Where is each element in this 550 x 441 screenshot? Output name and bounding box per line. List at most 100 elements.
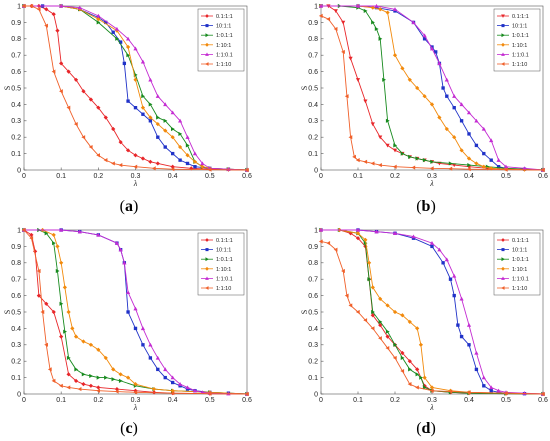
data-point <box>348 231 353 236</box>
data-point <box>148 159 153 164</box>
series-1:1:10 <box>21 227 249 397</box>
data-point <box>400 313 405 318</box>
data-point <box>459 119 464 123</box>
legend: 0.1:1:1 10:1:1 1:0.1:1 1:10:1 1:1:0.1 1:1:10 <box>197 232 245 296</box>
data-point <box>466 156 472 161</box>
data-point <box>474 350 479 355</box>
data-point <box>352 154 356 159</box>
data-point <box>378 36 383 41</box>
legend-marker <box>501 33 505 38</box>
data-point <box>148 356 153 360</box>
data-point <box>125 375 131 380</box>
data-point <box>370 326 375 331</box>
data-point <box>52 241 56 246</box>
y-tick-label: 0 <box>314 167 318 174</box>
legend-entry: 1:10:1 <box>512 43 527 49</box>
legend-entry: 1:10:1 <box>216 43 231 49</box>
series-1:1:0.1 <box>318 3 546 172</box>
data-point <box>73 77 79 82</box>
y-tick-label: 0.4 <box>11 326 21 333</box>
data-point <box>363 237 368 242</box>
data-point <box>429 46 435 51</box>
data-point <box>66 355 71 361</box>
data-point <box>415 326 420 331</box>
y-tick-label: 1 <box>17 227 21 234</box>
x-tick-label: 0 <box>319 397 323 404</box>
data-point <box>489 385 494 390</box>
data-point <box>66 105 71 110</box>
data-point <box>192 151 198 156</box>
data-point <box>104 375 108 380</box>
x-tick-label: 0.3 <box>131 173 141 180</box>
data-point <box>445 94 449 98</box>
legend-entry: 1:0.1:1 <box>512 257 529 263</box>
data-point <box>178 382 183 386</box>
data-point <box>382 77 386 82</box>
data-point <box>392 231 398 235</box>
data-point <box>408 154 412 159</box>
data-point <box>448 161 453 166</box>
x-tick-label: 0.2 <box>93 397 103 404</box>
data-point <box>140 59 146 64</box>
data-point <box>44 301 49 306</box>
data-point <box>111 377 116 382</box>
y-tick-label: 0.8 <box>11 260 21 267</box>
data-point <box>96 17 101 22</box>
data-point <box>51 309 56 315</box>
data-point <box>392 7 398 11</box>
legend-marker <box>501 248 505 252</box>
y-tick-label: 0.8 <box>11 36 21 43</box>
y-tick-label: 0.3 <box>308 118 318 125</box>
data-point <box>51 69 56 74</box>
data-point <box>193 165 197 169</box>
legend-entry: 10:1:1 <box>512 24 527 30</box>
data-point <box>29 232 34 238</box>
data-point <box>407 77 412 82</box>
data-point <box>444 77 449 82</box>
legend-entry: 0.1:1:1 <box>512 14 529 20</box>
legend-entry: 1:1:0.1 <box>512 276 529 282</box>
data-point <box>355 309 360 315</box>
legend-entry: 1:1:10 <box>216 62 231 68</box>
data-point <box>125 290 131 294</box>
x-tick-label: 0 <box>22 173 26 180</box>
data-point <box>155 161 160 166</box>
data-point <box>29 236 34 241</box>
series-line <box>321 5 544 171</box>
panel-label: (b) <box>416 198 436 215</box>
data-point <box>355 231 361 236</box>
x-tick-label: 0.1 <box>353 397 363 404</box>
data-point <box>192 388 198 393</box>
data-point <box>118 378 123 383</box>
data-point <box>133 77 138 82</box>
data-point <box>155 355 160 360</box>
y-tick-label: 0.1 <box>308 375 318 382</box>
data-point <box>133 153 138 158</box>
data-point <box>411 165 416 170</box>
data-point <box>44 7 49 12</box>
data-point <box>126 53 131 58</box>
series-1:1:10 <box>318 239 545 397</box>
data-point <box>363 318 368 323</box>
y-tick-label: 0.2 <box>11 359 21 366</box>
data-point <box>407 319 412 324</box>
data-point <box>503 167 508 172</box>
data-point <box>437 247 442 252</box>
data-point <box>385 118 390 123</box>
legend-marker <box>205 14 209 18</box>
data-point <box>148 342 153 347</box>
data-point <box>51 12 56 17</box>
data-point <box>59 383 63 388</box>
series-line <box>320 15 544 171</box>
y-tick-label: 0.6 <box>11 69 21 76</box>
data-point <box>419 375 423 380</box>
data-point <box>441 261 445 265</box>
data-point <box>355 158 360 163</box>
legend-entry: 0.1:1:1 <box>512 238 529 244</box>
data-point <box>96 13 101 18</box>
data-point <box>118 247 123 252</box>
data-point <box>370 313 375 318</box>
x-tick-label: 0.1 <box>56 173 66 180</box>
data-point <box>385 334 390 339</box>
x-tick-label: 0.1 <box>353 173 363 180</box>
